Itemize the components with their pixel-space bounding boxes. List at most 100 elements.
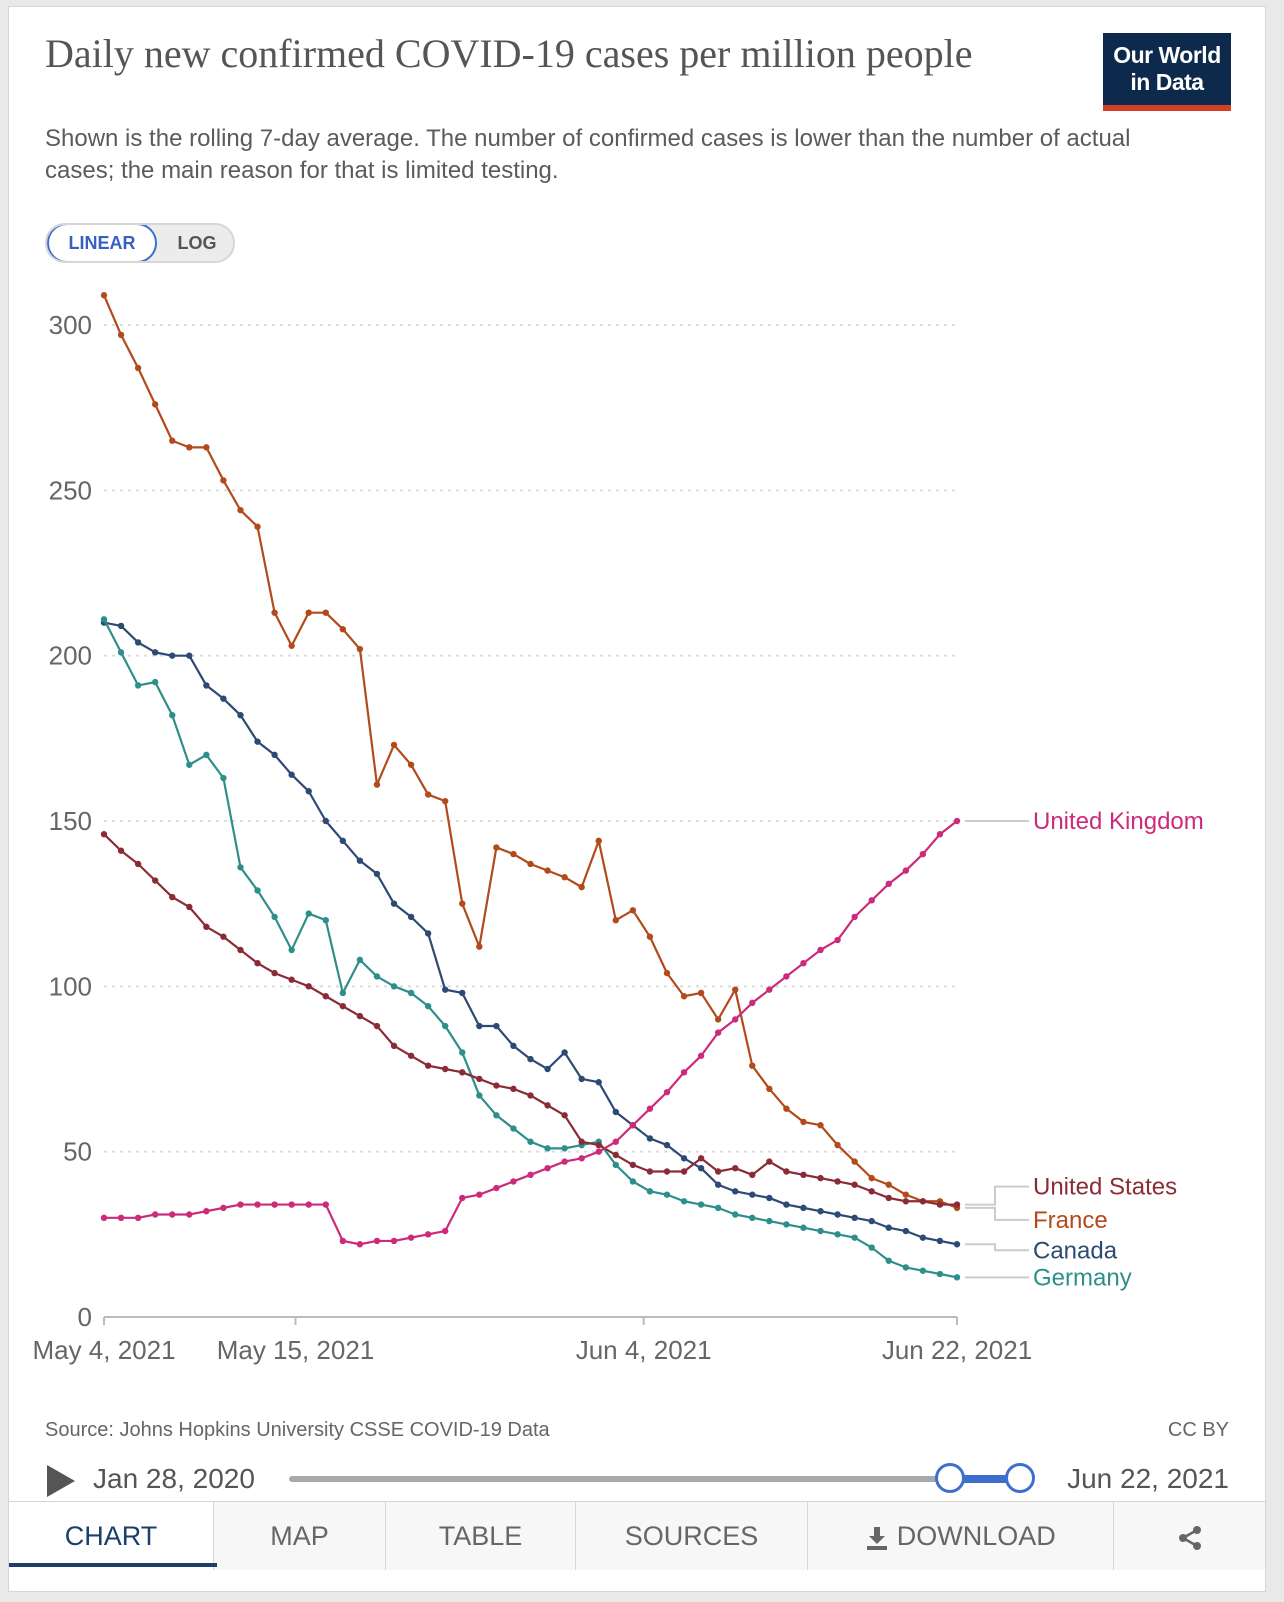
data-point bbox=[902, 1191, 910, 1198]
data-point bbox=[578, 883, 585, 891]
series-label-germany: Germany bbox=[1033, 1264, 1132, 1291]
data-point bbox=[544, 1145, 551, 1152]
data-point bbox=[800, 1204, 807, 1212]
data-point bbox=[459, 900, 466, 907]
data-point bbox=[612, 1138, 619, 1145]
data-point bbox=[936, 1270, 944, 1278]
data-point bbox=[817, 946, 824, 954]
data-point bbox=[459, 989, 466, 997]
timeline-end-handle[interactable] bbox=[1005, 1463, 1035, 1493]
data-point bbox=[203, 682, 210, 689]
log-scale-button[interactable]: LOG bbox=[177, 233, 217, 253]
data-point bbox=[714, 1029, 722, 1036]
data-point bbox=[390, 900, 398, 907]
data-point bbox=[134, 364, 142, 372]
data-point bbox=[680, 993, 688, 1000]
data-point bbox=[493, 1022, 500, 1030]
data-point bbox=[390, 1237, 398, 1245]
x-tick-label: Jun 4, 2021 bbox=[576, 1335, 712, 1365]
tab-sources[interactable]: SOURCES bbox=[575, 1502, 807, 1570]
data-point bbox=[612, 1161, 619, 1169]
data-point bbox=[646, 1105, 654, 1112]
data-point bbox=[134, 1214, 142, 1222]
data-point bbox=[646, 1135, 654, 1142]
tab-download[interactable]: DOWNLOAD bbox=[807, 1502, 1113, 1570]
data-point bbox=[919, 1234, 927, 1241]
data-point bbox=[271, 609, 278, 616]
data-point bbox=[595, 1079, 602, 1086]
data-point bbox=[783, 973, 790, 980]
data-point bbox=[407, 913, 415, 921]
data-point bbox=[902, 1264, 910, 1271]
data-point bbox=[544, 1102, 551, 1109]
data-point bbox=[459, 1069, 466, 1076]
data-point bbox=[237, 1201, 244, 1208]
data-point bbox=[663, 1191, 671, 1198]
data-point bbox=[868, 1244, 875, 1251]
data-point bbox=[510, 1042, 517, 1050]
play-icon[interactable] bbox=[47, 1465, 75, 1497]
data-point bbox=[766, 1158, 773, 1165]
source-note[interactable]: Source: Johns Hopkins University CSSE CO… bbox=[45, 1419, 550, 1441]
y-tick-label: 0 bbox=[78, 1302, 92, 1332]
data-point bbox=[390, 741, 398, 749]
tab-map[interactable]: MAP bbox=[213, 1502, 385, 1570]
data-point bbox=[868, 1217, 875, 1225]
data-point bbox=[749, 1171, 756, 1179]
data-point bbox=[612, 917, 619, 924]
scale-toggle[interactable]: LINEAR LOG bbox=[45, 223, 235, 263]
data-point bbox=[510, 850, 517, 858]
data-point bbox=[271, 969, 278, 977]
timeline-start-handle[interactable] bbox=[935, 1463, 965, 1493]
data-point bbox=[322, 817, 329, 825]
data-point bbox=[817, 1174, 824, 1182]
data-point bbox=[356, 857, 364, 864]
timeline-track[interactable] bbox=[289, 1476, 1029, 1482]
data-point bbox=[936, 1201, 944, 1208]
data-point bbox=[407, 989, 415, 997]
data-point bbox=[305, 910, 312, 917]
y-tick-label: 200 bbox=[49, 641, 92, 671]
data-point bbox=[527, 1138, 534, 1145]
data-point bbox=[117, 649, 125, 656]
linear-scale-button[interactable]: LINEAR bbox=[47, 225, 157, 261]
timeline-selected-range bbox=[949, 1475, 1017, 1483]
data-point bbox=[868, 1174, 875, 1182]
data-point bbox=[271, 913, 278, 921]
logo-line-2: in Data bbox=[1130, 69, 1204, 95]
data-point bbox=[151, 877, 159, 884]
data-point bbox=[663, 1141, 671, 1149]
data-point bbox=[442, 797, 449, 805]
data-point bbox=[834, 1141, 841, 1149]
data-point bbox=[646, 1168, 654, 1175]
data-point bbox=[476, 1022, 483, 1030]
tab-download-label: DOWNLOAD bbox=[896, 1521, 1056, 1551]
data-point bbox=[817, 1227, 824, 1235]
license-link[interactable]: CC BY bbox=[1167, 1419, 1229, 1441]
data-point bbox=[629, 1178, 637, 1185]
label-connector bbox=[965, 1243, 1029, 1252]
data-point bbox=[697, 1052, 705, 1059]
data-point bbox=[339, 1237, 347, 1245]
chart-subtitle: Shown is the rolling 7-day average. The … bbox=[45, 125, 1131, 184]
data-point bbox=[459, 1049, 466, 1056]
data-point bbox=[919, 1267, 927, 1274]
data-point bbox=[356, 645, 364, 653]
data-point bbox=[288, 771, 295, 778]
data-point bbox=[902, 1227, 910, 1235]
data-point bbox=[117, 847, 125, 854]
y-axis-ticks: 0 50 100 150 200 250 300 bbox=[49, 310, 92, 1332]
data-point bbox=[851, 1181, 858, 1188]
data-point bbox=[254, 738, 261, 745]
grid-lines bbox=[104, 324, 957, 1153]
data-point bbox=[663, 969, 671, 977]
data-point bbox=[237, 946, 244, 954]
data-point bbox=[237, 506, 244, 514]
share-button[interactable] bbox=[1113, 1502, 1265, 1570]
data-point bbox=[936, 831, 944, 838]
tab-chart[interactable]: CHART bbox=[9, 1502, 213, 1570]
data-point bbox=[100, 1214, 108, 1222]
data-point bbox=[151, 1211, 159, 1218]
owid-logo[interactable]: Our World in Data bbox=[1103, 33, 1231, 105]
tab-table[interactable]: TABLE bbox=[385, 1502, 575, 1570]
